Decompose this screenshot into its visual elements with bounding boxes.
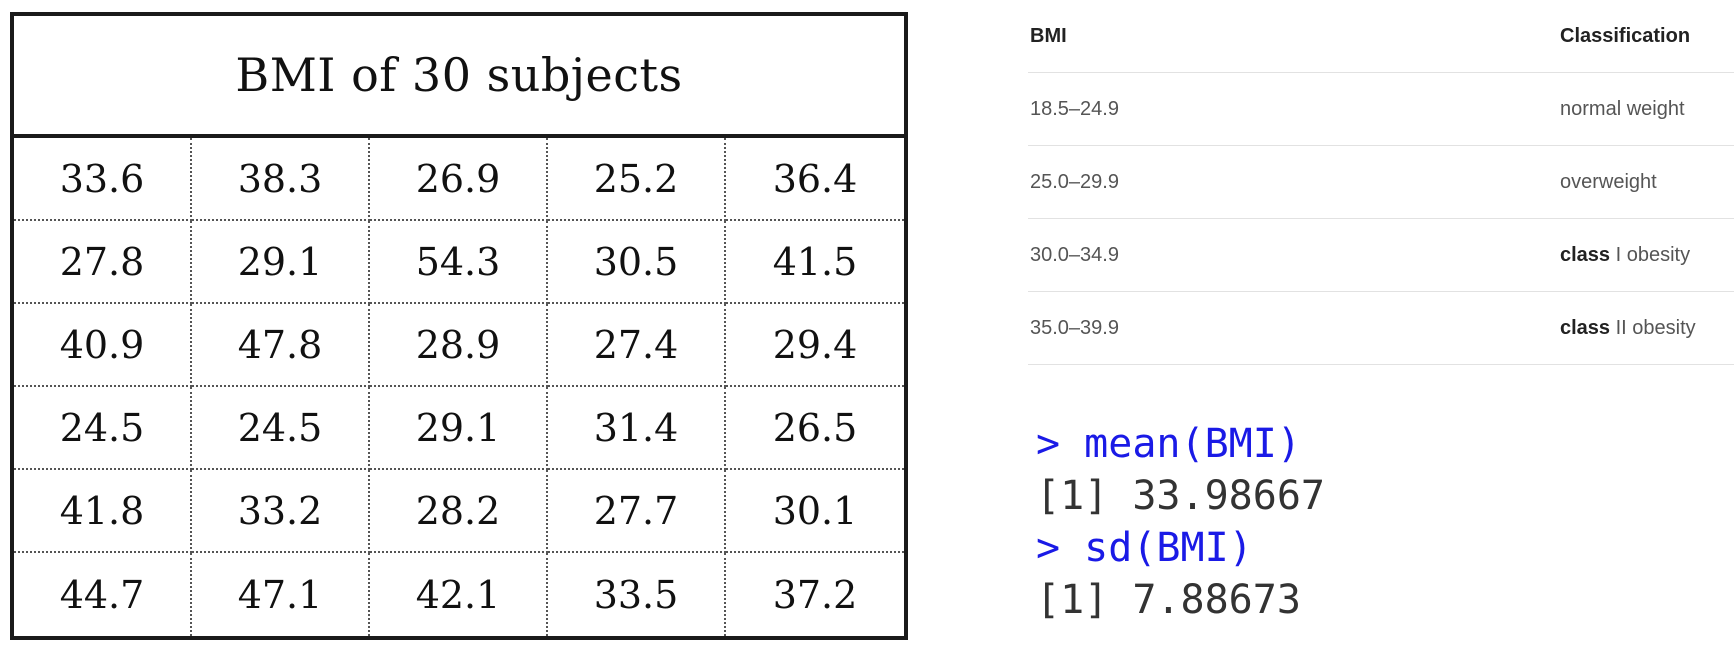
bmi-cell: 27.8 (14, 221, 192, 304)
classification-bold: class (1560, 316, 1611, 339)
bmi-cell: 28.9 (370, 304, 548, 387)
bmi-cell: 28.2 (370, 470, 548, 553)
bmi-cell: 29.1 (192, 221, 370, 304)
classification-label: overweight (1560, 171, 1734, 194)
bmi-range: 35.0–39.9 (1030, 316, 1119, 339)
header-classification: Classification (1560, 24, 1691, 47)
bmi-cell: 44.7 (14, 553, 192, 636)
bmi-range: 25.0–29.9 (1030, 170, 1119, 193)
bmi-cell: 41.5 (726, 221, 904, 304)
bmi-cell: 30.5 (548, 221, 726, 304)
classification-row: 18.5–24.9 normal weight (1028, 73, 1734, 146)
bmi-cell: 40.9 (14, 304, 192, 387)
bmi-grid: 33.6 38.3 26.9 25.2 36.4 27.8 29.1 54.3 30.5 41.5… (14, 138, 904, 636)
classification-label: normal weight (1560, 98, 1734, 121)
console-command: > mean(BMI) (1036, 421, 1301, 467)
bmi-cell: 38.3 (192, 138, 370, 221)
bmi-range: 30.0–34.9 (1030, 243, 1119, 266)
bmi-cell: 54.3 (370, 221, 548, 304)
bmi-cell: 47.8 (192, 304, 370, 387)
classification-row: 35.0–39.9 class II obesity (1028, 292, 1734, 365)
classification-row: 25.0–29.9 overweight (1028, 146, 1734, 219)
r-console-output: > mean(BMI) [1] 33.98667 > sd(BMI) [1] 7.88… (1036, 418, 1325, 626)
classification-text: I obesity (1610, 243, 1691, 266)
classification-rows: 18.5–24.9 normal weight 25.0–29.9 overweigh… (1028, 73, 1734, 365)
classification-label: class I obesity (1560, 244, 1734, 267)
bmi-cell: 31.4 (548, 387, 726, 470)
classification-table: BMI Classification 18.5–24.9 normal weigh… (1028, 0, 1734, 365)
bmi-range: 18.5–24.9 (1030, 97, 1119, 120)
classification-text: normal weight (1560, 97, 1685, 120)
bmi-cell: 26.9 (370, 138, 548, 221)
bmi-cell: 27.7 (548, 470, 726, 553)
bmi-cell: 36.4 (726, 138, 904, 221)
bmi-cell: 33.6 (14, 138, 192, 221)
bmi-cell: 24.5 (192, 387, 370, 470)
classification-text: overweight (1560, 170, 1657, 193)
bmi-cell: 37.2 (772, 572, 858, 617)
bmi-cell: 29.4 (726, 304, 904, 387)
bmi-cell: 33.5 (548, 553, 726, 636)
bmi-cell: 26.5 (726, 387, 904, 470)
header-bmi: BMI (1030, 24, 1067, 47)
bmi-cell: 27.4 (548, 304, 726, 387)
console-output: [1] 7.88673 (1036, 577, 1301, 623)
classification-row: 30.0–34.9 class I obesity (1028, 219, 1734, 292)
classification-bold: class (1560, 243, 1611, 266)
bmi-cell: 41.8 (14, 470, 192, 553)
bmi-table: BMI of 30 subjects 33.6 38.3 26.9 25.2 36.4 2… (10, 12, 908, 640)
console-command: > sd(BMI) (1036, 525, 1253, 571)
bmi-cell: 33.2 (192, 470, 370, 553)
bmi-cell: 30.1 (726, 470, 904, 553)
bmi-cell: 42.1 (370, 553, 548, 636)
classification-label: class II obesity (1560, 317, 1734, 340)
bmi-cell: 29.1 (370, 387, 548, 470)
classification-text: II obesity (1610, 316, 1696, 339)
bmi-cell: 47.1 (192, 553, 370, 636)
classification-header-row: BMI Classification (1028, 0, 1734, 73)
bmi-cell: 24.5 (14, 387, 192, 470)
console-output: [1] 33.98667 (1036, 473, 1325, 519)
bmi-table-title: BMI of 30 subjects (14, 16, 904, 138)
bmi-cell: 25.2 (548, 138, 726, 221)
